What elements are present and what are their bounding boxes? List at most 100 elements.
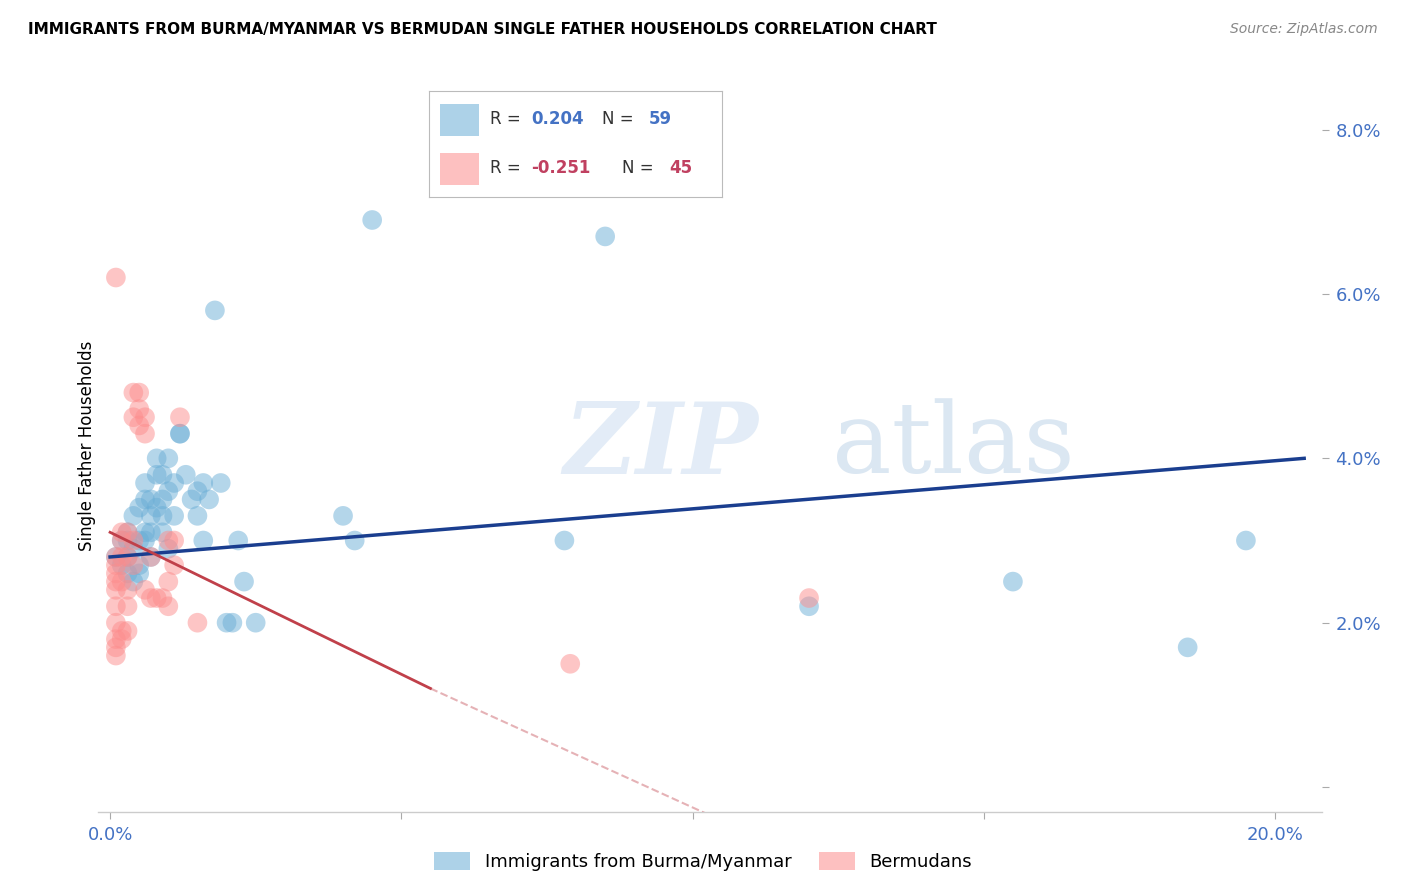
Point <box>226 533 249 548</box>
Point <box>117 624 139 638</box>
Point <box>122 410 145 425</box>
Legend: Immigrants from Burma/Myanmar, Bermudans: Immigrants from Burma/Myanmar, Bermudans <box>427 845 979 879</box>
Point <box>104 270 127 285</box>
Point <box>104 574 127 589</box>
Point <box>169 426 191 441</box>
Point <box>174 467 197 482</box>
Point <box>104 640 127 655</box>
Point <box>104 582 127 597</box>
Point <box>117 566 139 581</box>
Point <box>163 508 186 523</box>
Point <box>111 533 134 548</box>
Point <box>139 525 162 540</box>
Point <box>104 648 127 663</box>
Point <box>152 492 174 507</box>
Point <box>122 574 145 589</box>
Point <box>117 533 139 548</box>
Point <box>157 451 180 466</box>
Point <box>117 549 139 564</box>
Point <box>122 508 145 523</box>
Point <box>139 549 162 564</box>
Point <box>122 541 145 556</box>
Point <box>157 574 180 589</box>
Point <box>111 525 134 540</box>
Point <box>134 533 156 548</box>
Point <box>361 213 384 227</box>
Point <box>186 615 208 630</box>
Point <box>332 508 354 523</box>
Point <box>233 574 256 589</box>
Point <box>117 549 139 564</box>
Point <box>152 591 174 605</box>
Point <box>186 508 208 523</box>
Point <box>152 467 174 482</box>
Point <box>134 410 156 425</box>
Text: IMMIGRANTS FROM BURMA/MYANMAR VS BERMUDAN SINGLE FATHER HOUSEHOLDS CORRELATION C: IMMIGRANTS FROM BURMA/MYANMAR VS BERMUDA… <box>28 22 936 37</box>
Point <box>163 533 186 548</box>
Point <box>111 533 134 548</box>
Point <box>111 624 134 638</box>
Point <box>128 566 150 581</box>
Point <box>180 492 202 507</box>
Point <box>797 599 820 614</box>
Point <box>111 549 134 564</box>
Point <box>104 549 127 564</box>
Y-axis label: Single Father Households: Single Father Households <box>79 341 96 551</box>
Point <box>204 303 226 318</box>
Point <box>186 484 208 499</box>
Point <box>169 410 191 425</box>
Point <box>163 558 186 573</box>
Point <box>139 591 162 605</box>
Point <box>169 426 191 441</box>
Point <box>1001 574 1024 589</box>
Point <box>128 418 150 433</box>
Point <box>128 500 150 515</box>
Point <box>145 500 167 515</box>
Point <box>157 533 180 548</box>
Point <box>797 591 820 605</box>
Point <box>343 533 366 548</box>
Point <box>104 549 127 564</box>
Point <box>198 492 221 507</box>
Text: ZIP: ZIP <box>564 398 758 494</box>
Point <box>134 582 156 597</box>
Point <box>117 599 139 614</box>
Point <box>134 492 156 507</box>
Point <box>104 558 127 573</box>
Point <box>553 533 575 548</box>
Point <box>104 615 127 630</box>
Point <box>157 599 180 614</box>
Point <box>104 599 127 614</box>
Point <box>104 566 127 581</box>
Point <box>134 475 156 490</box>
Point <box>111 558 134 573</box>
Point <box>193 533 215 548</box>
Point <box>215 615 238 630</box>
Point <box>122 385 145 400</box>
Point <box>245 615 267 630</box>
Point <box>1234 533 1257 548</box>
Point <box>1177 640 1199 655</box>
Point <box>134 426 156 441</box>
Point <box>128 558 150 573</box>
Point <box>111 632 134 647</box>
Point <box>193 475 215 490</box>
Point <box>152 525 174 540</box>
Point <box>157 484 180 499</box>
Point <box>163 475 186 490</box>
Point <box>145 451 167 466</box>
Point <box>560 657 582 671</box>
Point <box>111 574 134 589</box>
Point <box>221 615 243 630</box>
Text: Source: ZipAtlas.com: Source: ZipAtlas.com <box>1230 22 1378 37</box>
Point <box>117 525 139 540</box>
Point <box>134 525 156 540</box>
Text: atlas: atlas <box>832 398 1076 494</box>
Point <box>139 492 162 507</box>
Point <box>117 582 139 597</box>
Point <box>145 591 167 605</box>
Point <box>152 508 174 523</box>
Point <box>145 467 167 482</box>
Point <box>122 558 145 573</box>
Point <box>117 525 139 540</box>
